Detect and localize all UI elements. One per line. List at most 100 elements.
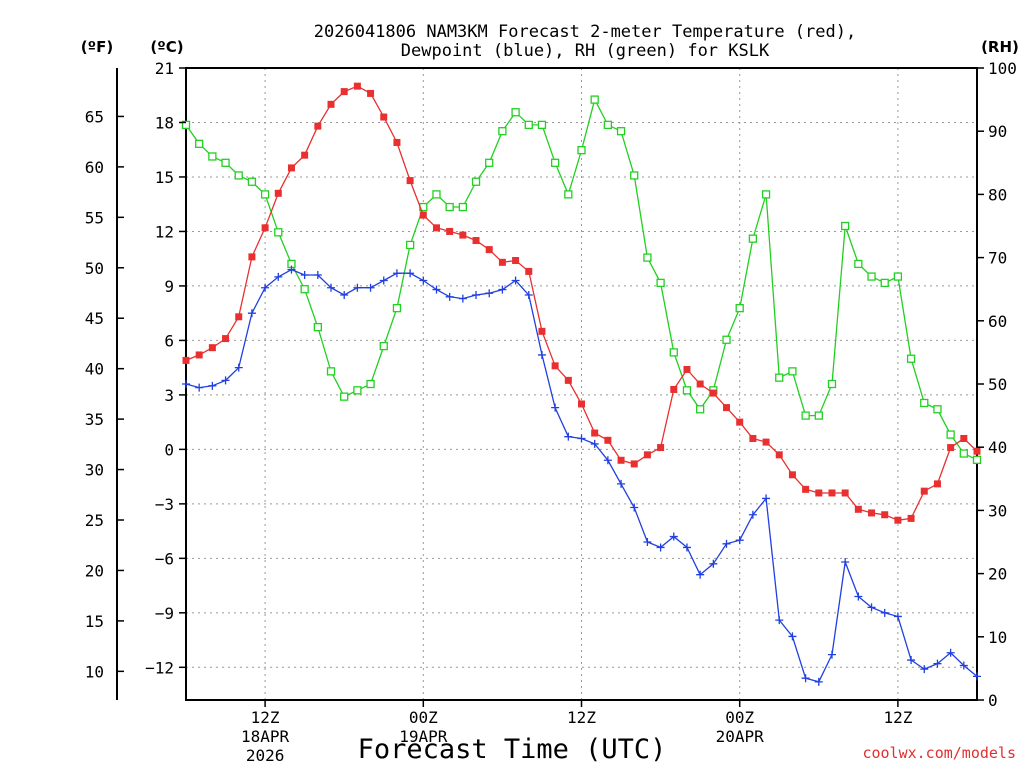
dewpoint-point [485, 289, 494, 298]
rh-unit-label: (RH) [981, 38, 1019, 56]
temperature-point [617, 456, 625, 464]
dewpoint-point [577, 434, 586, 443]
rh-point [353, 386, 362, 395]
temperature-point [393, 138, 401, 146]
rh-point [867, 272, 876, 281]
dewpoint-point [234, 363, 243, 372]
fahrenheit-tick-label: 20 [85, 561, 104, 580]
temperature-point [182, 356, 190, 364]
temperature-point [828, 489, 836, 497]
temperature-point [274, 189, 282, 197]
temperature-point [947, 444, 955, 452]
temperature-point [208, 344, 216, 352]
temperature-point [380, 113, 388, 121]
fahrenheit-tick-label: 60 [85, 158, 104, 177]
temperature-point [854, 505, 862, 513]
temperature-point [749, 434, 757, 442]
rh-point [300, 285, 309, 294]
dewpoint-point [208, 381, 217, 390]
temperature-point [406, 177, 414, 185]
rh-tick-label: 70 [988, 249, 1007, 268]
rh-point [801, 411, 810, 420]
dewpoint-point [735, 536, 744, 545]
temperature-point [802, 485, 810, 493]
temperature-point [815, 489, 823, 497]
dewpoint-point [419, 276, 428, 285]
temperature-point [512, 257, 520, 265]
temperature-point [630, 460, 638, 468]
temperature-point [604, 436, 612, 444]
rh-point [577, 146, 586, 155]
fahrenheit-tick-label: 10 [85, 662, 104, 681]
temperature-point [472, 237, 480, 245]
chart-title-line2: Dewpoint (blue), RH (green) for KSLK [401, 41, 770, 61]
x-tick-label: 00Z [725, 708, 754, 727]
x-tick-date: 19APR [399, 727, 448, 746]
x-tick-date: 20APR [716, 727, 765, 746]
dewpoint-point [366, 283, 375, 292]
dewpoint-point [458, 294, 467, 303]
dewpoint-point [775, 616, 784, 625]
axes-layer: 211815129630−3−6−9−126560555045403530252… [85, 59, 1017, 765]
dewpoint-point [973, 672, 981, 681]
dewpoint-point [920, 665, 929, 674]
dewpoint-point [617, 479, 626, 488]
rh-point [247, 177, 257, 186]
celsius-tick-label: 18 [155, 113, 174, 132]
rh-point [208, 152, 217, 161]
rh-point [682, 386, 692, 395]
x-tick-label: 00Z [409, 708, 438, 727]
dewpoint-point [551, 403, 560, 412]
temperature-point [683, 365, 691, 373]
dewpoint-point [247, 309, 256, 318]
temperature-point [788, 471, 796, 479]
temperature-point [894, 516, 902, 524]
temperature-point [723, 404, 731, 412]
rh-point [972, 455, 982, 464]
temperature-point [578, 400, 585, 408]
celsius-tick-label: −6 [155, 549, 174, 568]
temperature-point [525, 267, 533, 275]
temperature-point [736, 418, 744, 426]
rh-point [920, 398, 929, 408]
rh-point [498, 127, 507, 136]
rh-point [814, 411, 823, 420]
rh-tick-label: 50 [988, 375, 1007, 394]
temperature-point [353, 82, 361, 90]
dewpoint-point [392, 269, 401, 278]
dewpoint-point [590, 439, 599, 448]
temperature-point [261, 224, 269, 232]
rh-point [880, 278, 889, 288]
rh-point [643, 253, 652, 262]
dewpoint-point [195, 383, 204, 392]
temperature-point [195, 351, 203, 359]
temperature-point [235, 313, 243, 321]
fahrenheit-tick-label: 50 [85, 259, 104, 278]
series-layer [181, 82, 982, 686]
rh-point [841, 221, 850, 231]
x-tick-label: 12Z [567, 708, 596, 727]
rh-point [537, 120, 547, 130]
dewpoint-point [788, 632, 797, 641]
temperature-point [881, 511, 889, 519]
fahrenheit-tick-label: 35 [85, 410, 104, 429]
temperature-point [327, 100, 335, 108]
temperature-point [248, 253, 256, 261]
celsius-tick-label: 3 [164, 386, 174, 405]
rh-point [274, 228, 283, 237]
dewpoint-point [340, 291, 349, 300]
temperature-point [907, 514, 915, 522]
celsius-tick-label: 0 [164, 440, 174, 459]
rh-point [511, 108, 520, 117]
fahrenheit-tick-label: 25 [85, 511, 104, 530]
dewpoint-point [867, 603, 876, 612]
rh-tick-label: 40 [988, 438, 1007, 457]
fahrenheit-tick-label: 65 [85, 107, 104, 126]
rh-point [260, 190, 270, 199]
x-axis-title: Forecast Time (UTC) [358, 734, 667, 765]
dewpoint-point [762, 494, 771, 503]
rh-point [906, 354, 916, 363]
rh-point [630, 171, 639, 180]
temperature-point [868, 509, 876, 517]
dewpoint-point [445, 292, 454, 301]
